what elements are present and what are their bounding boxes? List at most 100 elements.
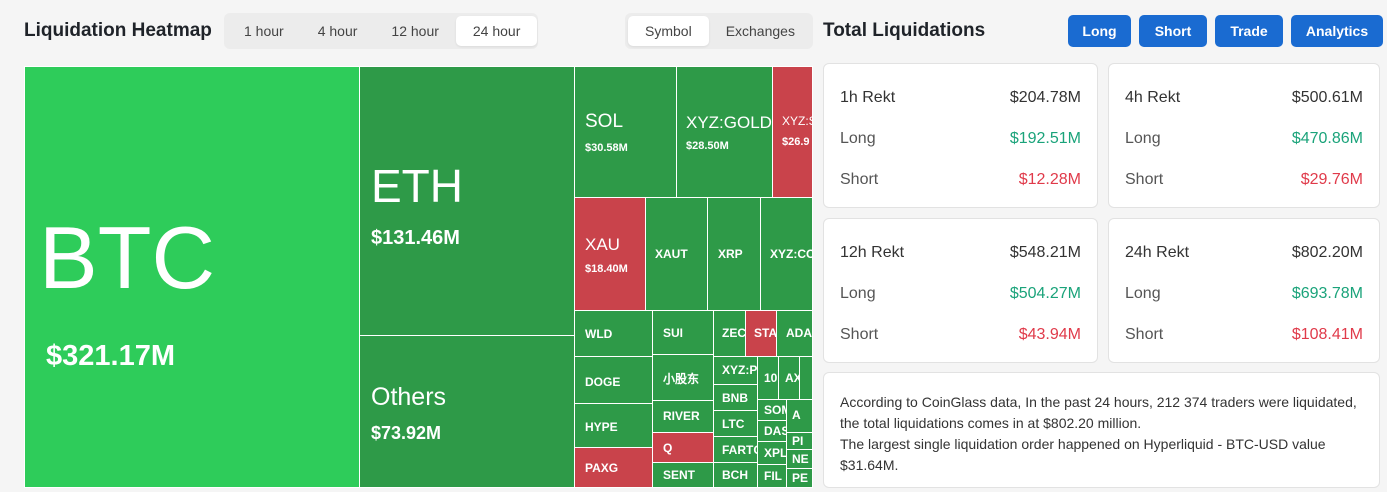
tile-symbol: SOM [764,403,786,417]
tile-xyz-s[interactable]: XYZ:S $26.9 [772,66,813,198]
time-option-24h[interactable]: 24 hour [455,16,538,46]
tile-value: $28.50M [686,140,729,152]
tile-som[interactable]: SOM [757,399,787,421]
short-button[interactable]: Short [1139,15,1207,47]
tile-value: $18.40M [585,263,628,275]
summary-line-total: According to CoinGlass data, In the past… [840,394,1357,431]
tile-value: $30.58M [585,142,628,154]
tile-das[interactable]: DAS [757,420,787,442]
tile-paxg[interactable]: PAXG [574,447,653,488]
tile-fartco[interactable]: FARTC [713,436,758,463]
tile-river[interactable]: RIVER [652,400,714,433]
analytics-button[interactable]: Analytics [1291,15,1383,47]
tile-10[interactable]: 10 [757,356,779,400]
short-value: $29.76M [1300,171,1363,188]
view-option-exchanges[interactable]: Exchanges [725,23,795,39]
tile-symbol: ADA [786,326,812,340]
tile-xiaogudong[interactable]: 小股东 [652,354,714,401]
tile-ada[interactable]: ADA [776,310,813,357]
tile-symbol: HYPE [585,420,618,434]
short-value: $108.41M [1291,326,1363,343]
long-value: $470.86M [1291,130,1363,147]
tile-pe[interactable]: PE [786,468,813,488]
tile-symbol: ETH [371,160,463,212]
tile-symbol: BCH [722,468,748,482]
tile-q[interactable]: Q [652,432,714,463]
tile-small-1[interactable] [799,356,813,400]
tile-symbol: DOGE [585,375,621,389]
card-period-label: 4h Rekt [1125,89,1181,106]
tile-symbol: BTC [39,208,215,307]
tile-ne[interactable]: NE [786,449,813,469]
tile-symbol: STA [754,326,777,340]
tile-a[interactable]: A [786,399,813,433]
rekt-card-12h: 12h Rekt $548.21M Long $504.27M Short $4… [823,218,1098,363]
tile-xyz-co[interactable]: XYZ:CO [760,197,813,311]
tile-pi[interactable]: PI [786,432,813,450]
card-period-label: 12h Rekt [840,244,905,261]
tile-doge[interactable]: DOGE [574,356,653,404]
view-option-symbol[interactable]: Symbol [628,16,709,46]
tile-symbol: Q [663,441,673,455]
view-selector: Symbol Exchanges [625,13,813,49]
tile-value: $73.92M [371,423,442,443]
tile-sent[interactable]: SENT [652,462,714,488]
tile-xpl[interactable]: XPL [757,441,787,465]
tile-symbol: XPL [764,446,787,460]
tile-ltc[interactable]: LTC [713,410,758,437]
liquidation-summary: According to CoinGlass data, In the past… [823,372,1380,488]
tile-ax[interactable]: AX [778,356,800,400]
tile-symbol: XYZ:S [782,114,812,128]
card-header-row: 4h Rekt $500.61M [1125,89,1363,109]
tile-others[interactable]: Others $73.92M [359,335,575,488]
tile-xrp[interactable]: XRP [707,197,761,311]
card-short-row: Short $29.76M [1125,171,1363,191]
card-long-row: Long $192.51M [840,130,1081,150]
tile-symbol: BNB [722,391,748,405]
tile-sta[interactable]: STA [745,310,777,357]
long-value: $504.27M [1009,285,1081,302]
card-period-label: 1h Rekt [840,89,896,106]
tile-symbol: SENT [663,468,696,482]
tile-xau[interactable]: XAU $18.40M [574,197,646,311]
long-label: Long [1125,285,1161,302]
time-option-1h[interactable]: 1 hour [244,23,284,39]
card-short-row: Short $108.41M [1125,326,1363,346]
tile-symbol: Others [371,383,447,411]
tile-xaut[interactable]: XAUT [645,197,708,311]
short-label: Short [1125,171,1164,188]
tile-btc[interactable]: BTC $321.17M [24,66,360,488]
tile-symbol: 10 [764,371,778,385]
tile-symbol: NE [792,452,809,466]
tile-value: $321.17M [46,340,175,372]
long-label: Long [840,130,876,147]
tile-bnb[interactable]: BNB [713,384,758,411]
tile-hype[interactable]: HYPE [574,403,653,448]
tile-symbol: FARTC [722,443,758,457]
tile-xyz-gold[interactable]: XYZ:GOLD $28.50M [676,66,773,198]
time-option-4h[interactable]: 4 hour [317,23,358,39]
tile-symbol: XYZ:P [722,363,758,377]
tile-wld[interactable]: WLD [574,310,653,357]
tile-bch[interactable]: BCH [713,462,758,488]
long-button[interactable]: Long [1068,15,1131,47]
tile-eth[interactable]: ETH $131.46M [359,66,575,336]
tile-xyz-p[interactable]: XYZ:P [713,356,758,385]
card-long-row: Long $504.27M [840,285,1081,305]
tile-zec[interactable]: ZEC [713,310,746,357]
card-total-value: $204.78M [1009,89,1081,106]
tile-fil[interactable]: FIL [757,464,787,488]
summary-line-largest-order: The largest single liquidation order hap… [840,436,1326,473]
heatmap-title: Liquidation Heatmap [24,20,212,41]
tile-symbol: AX [785,371,799,385]
time-option-12h[interactable]: 12 hour [391,23,439,39]
card-total-value: $500.61M [1291,89,1363,106]
rekt-card-4h: 4h Rekt $500.61M Long $470.86M Short $29… [1108,63,1380,208]
trade-button[interactable]: Trade [1215,15,1283,47]
tile-sui[interactable]: SUI [652,310,714,355]
tile-symbol: PE [792,471,809,485]
short-label: Short [840,326,879,343]
tile-sol[interactable]: SOL $30.58M [574,66,677,198]
rekt-card-1h: 1h Rekt $204.78M Long $192.51M Short $12… [823,63,1098,208]
